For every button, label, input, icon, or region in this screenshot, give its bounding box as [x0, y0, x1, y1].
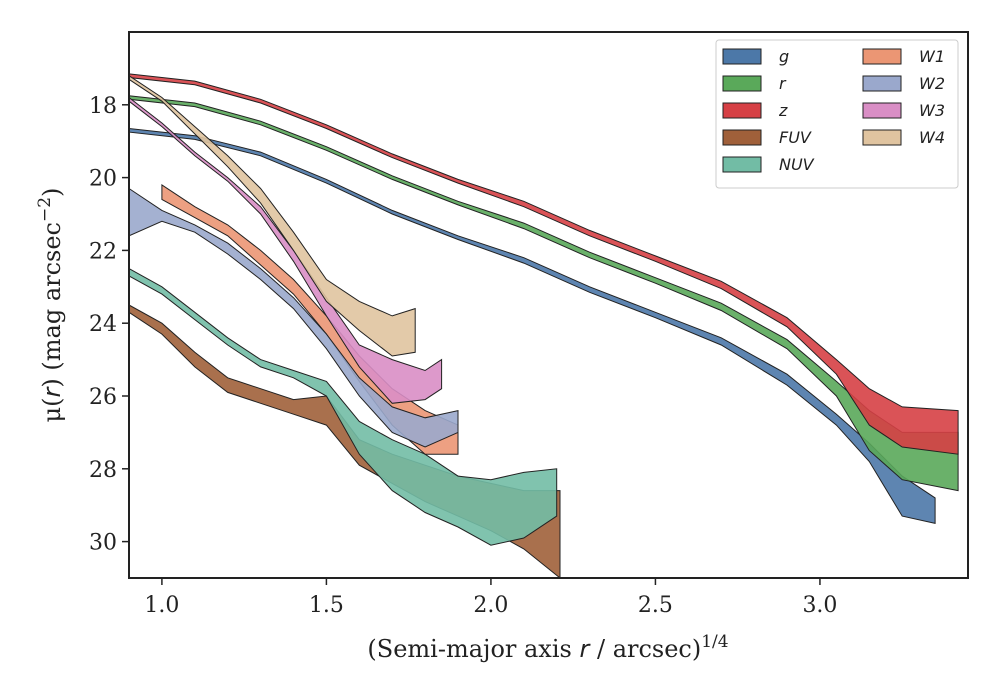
series-area-w3 — [128, 96, 443, 404]
legend-swatch-fuv — [722, 129, 762, 146]
legend-label-w3: W3 — [919, 101, 945, 120]
x-tick-label: 1.5 — [309, 593, 344, 618]
legend-label-z: z — [778, 101, 788, 120]
legend-label-w4: W4 — [919, 128, 945, 147]
legend-swatch-z — [722, 102, 762, 119]
y-tick-label: 20 — [89, 167, 117, 192]
x-tick-label: 2.0 — [473, 593, 508, 618]
legend-label-w1: W1 — [919, 47, 945, 66]
series-area-w2 — [128, 187, 459, 448]
x-axis-label: (Semi-major axis r / arcsec)1/4 — [367, 632, 728, 663]
series-area-g — [128, 127, 936, 525]
legend-label-r: r — [779, 74, 787, 93]
series-area-r — [128, 95, 959, 492]
series-layer — [128, 73, 959, 580]
legend-swatch-w1 — [862, 48, 902, 65]
y-ticks: 18 20 22 24 26 28 30 — [89, 94, 129, 556]
legend-swatch-w2 — [862, 75, 902, 92]
y-tick-label: 24 — [89, 312, 117, 337]
series-area-w4 — [128, 74, 416, 357]
legend-label-fuv: FUV — [779, 128, 812, 147]
plot-frame — [128, 31, 969, 579]
x-tick-label: 1.0 — [144, 593, 179, 618]
x-tick-label: 2.5 — [638, 593, 673, 618]
legend-swatch-nuv — [722, 156, 762, 173]
legend-swatch-r — [722, 75, 762, 92]
y-tick-label: 30 — [89, 531, 117, 556]
legend-label-w2: W2 — [919, 74, 945, 93]
y-axis-label: μ(r) (mag arcsec−2) — [35, 188, 66, 423]
legend-swatch-w3 — [862, 102, 902, 119]
series-area-nuv — [128, 267, 558, 546]
y-tick-label: 28 — [89, 458, 117, 483]
y-tick-label: 26 — [89, 385, 117, 410]
legend-label-nuv: NUV — [779, 155, 815, 174]
legend: grz FUV NUV W1 W2 W3 W4 — [715, 39, 959, 189]
legend-swatch-g — [722, 48, 762, 65]
y-tick-label: 18 — [89, 94, 117, 119]
series-area-z — [128, 73, 959, 455]
x-tick-label: 3.0 — [802, 593, 837, 618]
x-ticks: 1.0 1.5 2.0 2.5 3.0 — [144, 578, 837, 618]
legend-label-g: g — [779, 47, 789, 66]
legend-swatch-w4 — [862, 129, 902, 146]
y-tick-label: 22 — [89, 239, 117, 264]
